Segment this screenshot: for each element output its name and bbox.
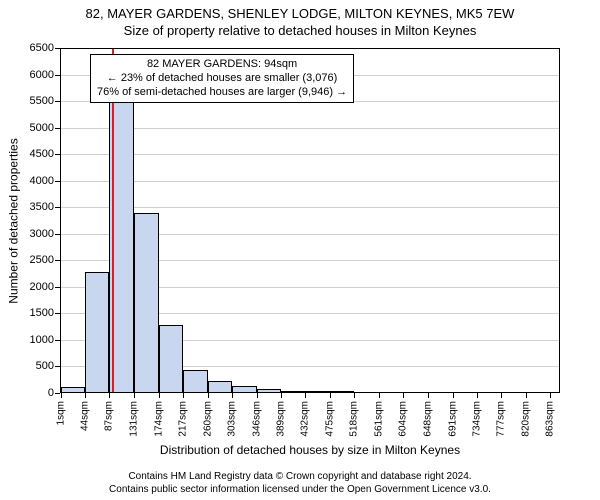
xtick-mark: [257, 393, 258, 398]
xtick-mark: [550, 393, 551, 398]
ytick-label: 3000: [14, 228, 54, 240]
ytick-label: 4500: [14, 148, 54, 160]
xtick-mark: [281, 393, 282, 398]
footer-line1: Contains HM Land Registry data © Crown c…: [0, 471, 600, 484]
xtick-mark: [61, 393, 62, 398]
chart-page: 82, MAYER GARDENS, SHENLEY LODGE, MILTON…: [0, 0, 600, 500]
xtick-label: 1sqm: [55, 401, 66, 425]
xtick-label: 820sqm: [520, 401, 531, 437]
xtick-mark: [428, 393, 429, 398]
ytick-label: 6000: [14, 69, 54, 81]
ytick-label: 6500: [14, 42, 54, 54]
ytick-label: 3500: [14, 201, 54, 213]
ytick-label: 5500: [14, 95, 54, 107]
xtick-mark: [501, 393, 502, 398]
y-axis-label: Number of detached properties: [7, 138, 21, 303]
xtick-label: 346sqm: [251, 401, 262, 437]
xtick-mark: [526, 393, 527, 398]
xtick-label: 561sqm: [373, 401, 384, 437]
xtick-label: 131sqm: [129, 401, 140, 437]
ytick-label: 1500: [14, 307, 54, 319]
xtick-label: 87sqm: [104, 401, 115, 431]
xtick-label: 777sqm: [496, 401, 507, 437]
xtick-mark: [232, 393, 233, 398]
xtick-mark: [159, 393, 160, 398]
ytick-label: 2500: [14, 254, 54, 266]
xtick-mark: [477, 393, 478, 398]
ytick-label: 500: [14, 360, 54, 372]
xtick-mark: [330, 393, 331, 398]
xtick-mark: [354, 393, 355, 398]
xtick-label: 217sqm: [178, 401, 189, 437]
plot-area: 82 MAYER GARDENS: 94sqm← 23% of detached…: [60, 48, 560, 393]
footer: Contains HM Land Registry data © Crown c…: [0, 471, 600, 496]
xtick-label: 475sqm: [324, 401, 335, 437]
xtick-label: 174sqm: [153, 401, 164, 437]
page-title: 82, MAYER GARDENS, SHENLEY LODGE, MILTON…: [0, 0, 600, 21]
xtick-mark: [208, 393, 209, 398]
xtick-mark: [379, 393, 380, 398]
ytick-label: 1000: [14, 334, 54, 346]
xtick-label: 518sqm: [349, 401, 360, 437]
xtick-label: 863sqm: [545, 401, 556, 437]
ytick-label: 0: [14, 387, 54, 399]
xtick-label: 260sqm: [202, 401, 213, 437]
plot-border: [60, 48, 560, 393]
ytick-mark: [55, 393, 60, 394]
xtick-mark: [183, 393, 184, 398]
ytick-label: 5000: [14, 122, 54, 134]
x-axis-label: Distribution of detached houses by size …: [60, 443, 560, 457]
footer-line2: Contains public sector information licen…: [0, 484, 600, 497]
xtick-label: 432sqm: [300, 401, 311, 437]
xtick-label: 648sqm: [423, 401, 434, 437]
xtick-label: 604sqm: [398, 401, 409, 437]
xtick-label: 734sqm: [472, 401, 483, 437]
xtick-label: 389sqm: [276, 401, 287, 437]
xtick-mark: [85, 393, 86, 398]
ytick-label: 2000: [14, 281, 54, 293]
xtick-label: 303sqm: [227, 401, 238, 437]
xtick-mark: [305, 393, 306, 398]
chart-subtitle: Size of property relative to detached ho…: [0, 21, 600, 38]
ytick-label: 4000: [14, 175, 54, 187]
xtick-mark: [134, 393, 135, 398]
xtick-label: 44sqm: [80, 401, 91, 431]
xtick-mark: [403, 393, 404, 398]
xtick-mark: [109, 393, 110, 398]
xtick-mark: [453, 393, 454, 398]
xtick-label: 691sqm: [447, 401, 458, 437]
